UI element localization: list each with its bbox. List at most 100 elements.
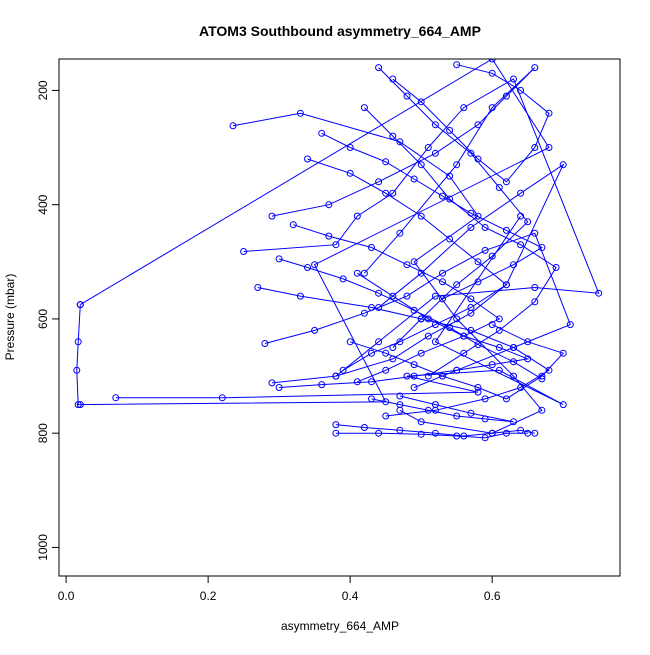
series-line <box>76 59 550 406</box>
data-point <box>74 338 82 346</box>
data-point <box>268 212 276 220</box>
data-point <box>410 258 418 266</box>
data-point <box>453 366 461 374</box>
data-point <box>339 275 347 283</box>
data-point <box>417 315 425 323</box>
data-point <box>261 340 269 347</box>
data-point <box>403 92 411 100</box>
data-point <box>453 61 461 69</box>
data-point <box>275 384 283 391</box>
data-point <box>595 289 603 297</box>
data-point <box>289 221 297 229</box>
data-point <box>495 326 503 334</box>
data-point <box>424 332 432 340</box>
data-point <box>545 109 553 117</box>
data-point <box>417 212 425 220</box>
x-tick-label: 0.2 <box>200 589 217 603</box>
data-point <box>453 161 461 169</box>
data-point <box>545 144 553 151</box>
data-point <box>382 158 390 166</box>
data-point <box>517 189 525 197</box>
data-point <box>424 144 432 151</box>
data-point <box>360 424 368 431</box>
data-point <box>502 395 510 403</box>
data-point <box>481 415 489 423</box>
data-point <box>417 418 425 426</box>
data-point <box>360 269 368 277</box>
data-point <box>559 161 567 169</box>
data-point <box>502 178 510 186</box>
data-point <box>453 412 461 420</box>
data-point <box>389 344 397 351</box>
data-point <box>510 358 517 366</box>
data-point <box>275 255 283 263</box>
data-point <box>353 269 361 277</box>
data-point <box>389 75 397 83</box>
data-point <box>311 326 319 334</box>
data-point <box>346 144 354 151</box>
data-point <box>382 366 390 374</box>
series-line <box>271 163 565 384</box>
data-point <box>559 349 567 357</box>
data-point <box>431 149 439 157</box>
data-point <box>218 394 226 402</box>
data-point <box>325 201 333 209</box>
data-point <box>424 406 432 414</box>
x-tick-label: 0.4 <box>342 589 359 603</box>
data-point <box>375 338 383 346</box>
data-point <box>467 224 475 231</box>
data-point <box>375 64 383 72</box>
data-point <box>481 246 489 254</box>
data-point <box>396 401 404 409</box>
data-point <box>510 344 517 351</box>
data-point <box>431 338 439 346</box>
y-tick-label: 800 <box>36 423 50 443</box>
data-point <box>375 429 383 437</box>
data-point <box>488 69 496 77</box>
y-tick-label: 600 <box>36 309 50 329</box>
data-point <box>488 59 496 63</box>
series-line <box>307 158 508 371</box>
data-point <box>332 241 340 249</box>
data-point <box>531 429 539 437</box>
data-point <box>389 132 397 140</box>
data-point <box>389 189 397 197</box>
series-line <box>321 132 543 300</box>
data-point <box>360 309 368 317</box>
data-point <box>474 278 482 286</box>
series-line <box>115 215 564 406</box>
series-line <box>264 232 571 388</box>
data-point <box>382 189 390 197</box>
data-point <box>368 378 375 386</box>
series-line <box>364 107 557 377</box>
y-axis-label: Pressure (mbar) <box>3 274 17 361</box>
data-point <box>403 292 411 300</box>
data-point <box>510 75 517 83</box>
data-point <box>346 169 354 177</box>
data-point <box>318 381 326 389</box>
data-point <box>538 406 546 414</box>
data-point <box>332 421 340 429</box>
data-point <box>382 398 390 406</box>
data-point <box>296 109 304 117</box>
data-point <box>488 104 496 112</box>
data-point <box>488 361 496 369</box>
data-point <box>439 192 446 200</box>
data-point <box>467 209 475 217</box>
data-point <box>531 284 539 291</box>
data-point <box>446 235 454 243</box>
data-point <box>410 372 418 380</box>
data-point <box>502 92 510 100</box>
data-point <box>339 366 347 374</box>
data-point <box>545 366 553 374</box>
data-point <box>488 321 496 329</box>
data-point <box>453 281 461 289</box>
data-point <box>524 355 532 363</box>
data-point <box>353 378 361 386</box>
data-point <box>467 149 475 157</box>
series-line <box>243 78 600 377</box>
data-point <box>481 224 489 231</box>
data-point <box>410 306 418 314</box>
data-point <box>375 289 383 297</box>
